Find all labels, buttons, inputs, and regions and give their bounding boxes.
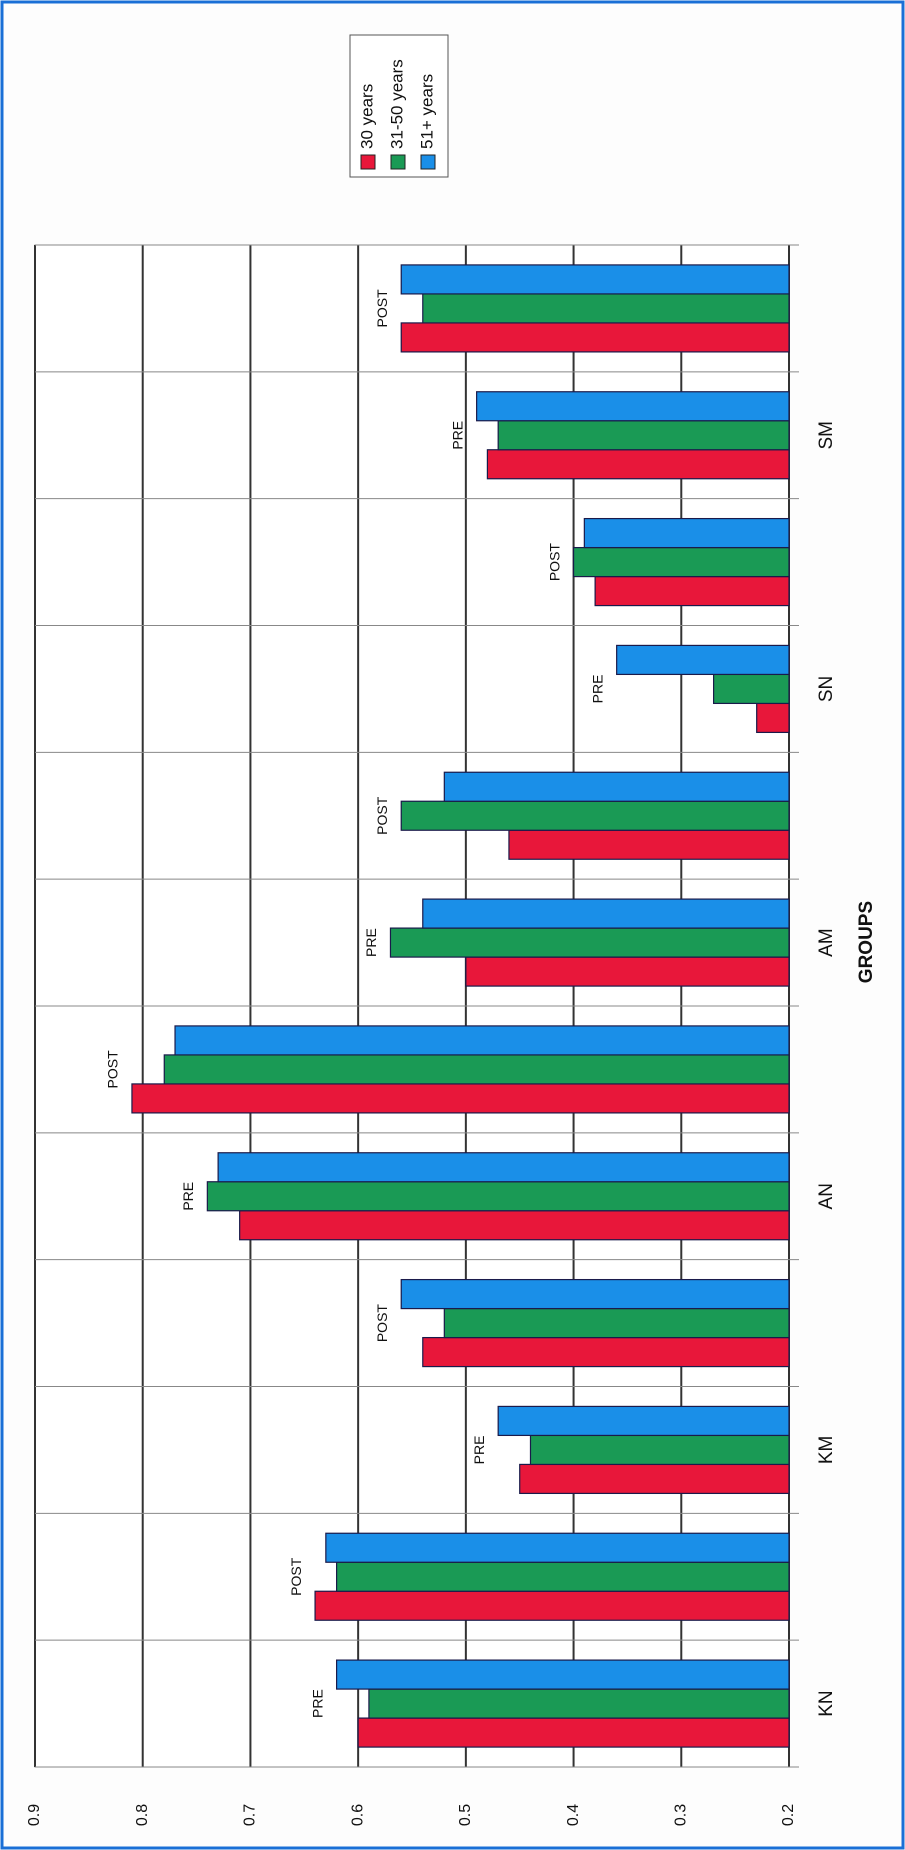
- bar: [443, 1307, 790, 1339]
- category-label: PRE: [363, 928, 379, 957]
- y-tick-label: 0.8: [134, 1804, 151, 1826]
- bar: [465, 956, 790, 987]
- bar: [572, 546, 790, 578]
- category-label: PRE: [449, 421, 465, 450]
- bar: [174, 1025, 790, 1056]
- group-label: AM: [816, 928, 837, 957]
- y-tick-label: 0.6: [349, 1804, 366, 1826]
- bar: [486, 449, 790, 480]
- bar: [712, 673, 790, 705]
- category-label: PRE: [589, 675, 605, 704]
- category-label: POST: [546, 543, 562, 582]
- bar: [163, 1054, 790, 1085]
- bar: [519, 1463, 790, 1495]
- y-tick-label: 0.7: [242, 1804, 259, 1826]
- bar: [400, 800, 790, 831]
- y-tick-label: 0.2: [780, 1804, 797, 1826]
- category-label: POST: [374, 1304, 390, 1343]
- bar: [422, 898, 790, 929]
- category-label: POST: [105, 1050, 121, 1089]
- bar: [422, 1336, 790, 1368]
- bar: [400, 1278, 790, 1310]
- bar: [336, 1659, 790, 1690]
- legend-box: [349, 34, 449, 178]
- category-label: PRE: [180, 1182, 196, 1211]
- bar: [583, 517, 790, 549]
- bar: [239, 1210, 790, 1241]
- group-label: SN: [816, 676, 837, 702]
- bar: [400, 264, 790, 295]
- category-label: POST: [374, 289, 390, 328]
- group-label: SM: [816, 421, 837, 450]
- legend-swatch: [420, 154, 436, 170]
- x-axis-title: GROUPS: [856, 901, 877, 983]
- bar: [400, 322, 790, 353]
- legend-label: 51+ years: [417, 74, 436, 149]
- bar: [756, 702, 790, 734]
- bar: [497, 1405, 790, 1437]
- bar: [325, 1532, 790, 1563]
- y-tick-label: 0.3: [673, 1804, 690, 1826]
- bar: [131, 1083, 790, 1114]
- group-label: KN: [816, 1690, 837, 1716]
- legend-label: 31-50 years: [387, 59, 406, 149]
- category-label: POST: [374, 796, 390, 835]
- legend-swatch: [390, 154, 406, 170]
- legend-label: 30 years: [357, 84, 376, 149]
- group-label: AN: [816, 1183, 837, 1209]
- legend-swatch: [360, 154, 376, 170]
- bar: [422, 293, 790, 324]
- y-tick-label: 0.9: [26, 1804, 43, 1826]
- bar: [314, 1590, 790, 1621]
- category-label: POST: [288, 1557, 304, 1596]
- y-tick-label: 0.5: [457, 1804, 474, 1826]
- bar: [508, 829, 790, 860]
- bar: [206, 1181, 790, 1212]
- rotated-chart: 0.2 0.3 0.4 0.5 0.6 0.7 0.8 0.9 PRE POST PRE POST PR…: [26, 34, 877, 1826]
- bar: [368, 1688, 790, 1719]
- bar: [217, 1152, 790, 1183]
- group-label: KM: [816, 1436, 837, 1465]
- bar: [476, 391, 790, 422]
- bar: [336, 1561, 790, 1592]
- category-label: PRE: [309, 1689, 325, 1718]
- category-label: PRE: [471, 1436, 487, 1465]
- bar: [594, 575, 790, 607]
- bar: [616, 644, 790, 676]
- bar: [497, 420, 790, 451]
- bar: [443, 771, 790, 802]
- bar: [389, 927, 790, 958]
- y-tick-label: 0.4: [565, 1804, 582, 1826]
- bar: [529, 1434, 790, 1466]
- bar: [357, 1717, 790, 1748]
